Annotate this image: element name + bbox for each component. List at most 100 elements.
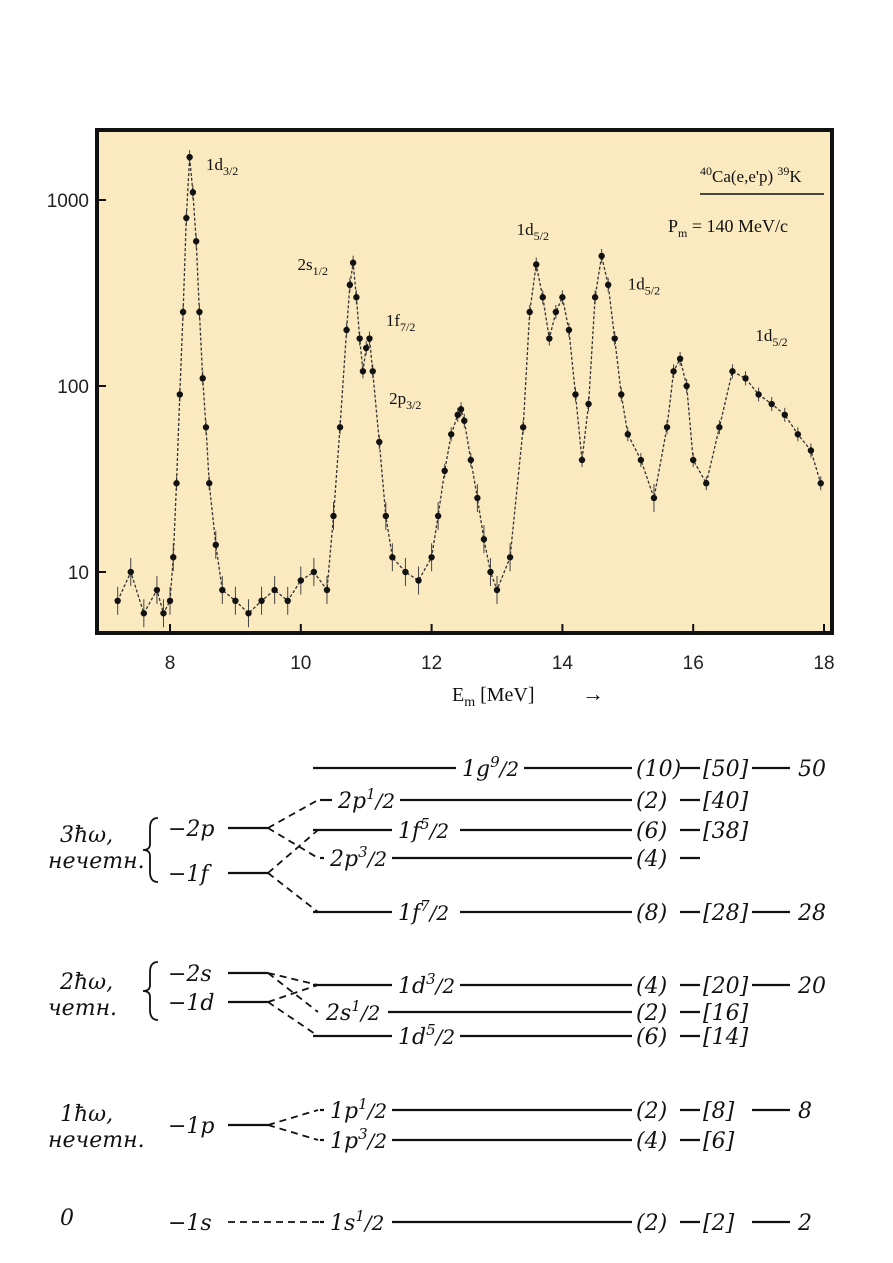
data-point <box>402 568 409 576</box>
x-label-units: [MeV] <box>475 684 534 706</box>
data-point <box>559 294 566 301</box>
level-degeneracy: (6) <box>636 819 667 844</box>
data-point <box>363 344 370 352</box>
level-degeneracy: (2) <box>636 789 667 814</box>
level-degeneracy: (4) <box>636 1129 667 1154</box>
data-point <box>349 259 357 266</box>
data-point <box>323 586 331 594</box>
peak-label: 1d5/2 <box>517 220 549 243</box>
splitting-dash <box>267 1001 319 1037</box>
level-label: 1d5/2 <box>398 1021 455 1050</box>
data-point <box>552 308 560 316</box>
splitting-dash <box>267 799 319 829</box>
oscillator-level-label: −1p <box>168 1114 215 1139</box>
x-tick-label: 18 <box>813 653 834 674</box>
group-label: 2ħω, <box>59 970 113 995</box>
group-label: 3ħω, <box>60 823 113 848</box>
chart-title-text: Ca(e,e'p) <box>712 167 773 186</box>
oscillator-level-label: −1d <box>168 991 215 1016</box>
splitting-dash <box>267 972 319 1013</box>
splitting-dash <box>267 972 319 986</box>
data-point <box>166 597 174 605</box>
oscillator-level-label: −1s <box>168 1211 212 1236</box>
data-point <box>591 294 599 301</box>
data-point <box>160 610 167 617</box>
data-point <box>539 294 546 301</box>
peak-label: 1d5/2 <box>755 326 787 349</box>
data-point <box>604 281 612 289</box>
data-point <box>192 238 200 245</box>
peak-label: 1d5/2 <box>628 275 660 298</box>
data-point <box>448 431 455 438</box>
data-point <box>153 586 161 594</box>
data-point <box>519 424 527 431</box>
group-parity-label: четн. <box>48 996 117 1021</box>
x-tick-label: 10 <box>290 653 311 674</box>
group-label: 0 <box>60 1206 74 1231</box>
peak-label: 1d3/2 <box>206 155 238 178</box>
data-point <box>585 400 592 408</box>
data-point <box>572 391 579 398</box>
data-point <box>356 335 363 342</box>
data-point <box>768 400 775 408</box>
data-point <box>202 424 210 431</box>
title-sup-40: 40 <box>700 164 712 178</box>
x-tick-label: 8 <box>165 653 176 674</box>
group-label: 1ħω, <box>60 1102 113 1127</box>
data-point <box>415 577 422 584</box>
data-point <box>271 586 278 594</box>
data-point <box>670 368 677 375</box>
data-point <box>140 610 148 617</box>
subtitle-rest: = 140 MeV/c <box>687 216 788 236</box>
splitting-dash <box>267 872 319 913</box>
data-point <box>176 391 184 398</box>
level-degeneracy: (4) <box>636 974 667 999</box>
data-point <box>258 597 265 605</box>
x-axis-arrow: → <box>582 681 604 706</box>
data-point <box>232 597 239 605</box>
level-label: 1d3/2 <box>398 970 455 999</box>
level-cumulative: [14] <box>703 1025 749 1050</box>
data-point <box>114 597 121 605</box>
data-point <box>382 512 390 520</box>
data-point <box>474 494 481 502</box>
splitting-dash <box>267 829 319 874</box>
oscillator-level-label: −2s <box>168 962 212 987</box>
data-points <box>114 153 824 617</box>
splitting-dash <box>267 984 319 1003</box>
data-point <box>467 456 475 464</box>
data-point <box>127 568 134 576</box>
data-point <box>487 568 494 576</box>
level-degeneracy: (2) <box>636 1099 667 1124</box>
data-point <box>336 424 344 431</box>
magic-number: 20 <box>797 974 826 999</box>
data-point <box>807 447 815 454</box>
shell-model-diagram: 3ħω,нечетн.−2p−1f2ħω,четн.−2s−1d1ħω,нече… <box>48 753 826 1236</box>
level-cumulative: [50] <box>703 757 749 782</box>
level-cumulative: [6] <box>703 1129 735 1154</box>
level-label: 2p1/2 <box>337 785 395 814</box>
data-point <box>434 512 442 520</box>
data-point <box>389 554 396 561</box>
y-tick-label: 100 <box>57 377 89 398</box>
x-axis-label: Em [MeV] <box>452 684 535 710</box>
data-point <box>650 494 658 502</box>
data-point <box>683 382 690 390</box>
data-point <box>742 375 749 382</box>
data-point <box>183 214 190 222</box>
level-cumulative: [20] <box>703 974 749 999</box>
peak-label: 2s1/2 <box>298 255 328 278</box>
data-point <box>781 411 788 419</box>
oscillator-groups: 3ħω,нечетн.−2p−1f2ħω,четн.−2s−1d1ħω,нече… <box>48 817 215 1236</box>
title-sup-39: 39 <box>777 164 789 178</box>
data-point <box>457 406 465 413</box>
chart-subtitle: Pm = 140 MeV/c <box>668 216 788 240</box>
peak-label: 2p3/2 <box>389 389 421 412</box>
level-label: 1f7/2 <box>398 897 449 926</box>
data-point <box>353 294 360 301</box>
data-point <box>212 541 219 549</box>
data-point <box>179 308 187 316</box>
level-label: 1s1/2 <box>330 1207 384 1236</box>
x-axis-ticks: 8 10 12 14 16 18 <box>165 624 835 674</box>
level-label: 1g9/2 <box>462 753 519 782</box>
